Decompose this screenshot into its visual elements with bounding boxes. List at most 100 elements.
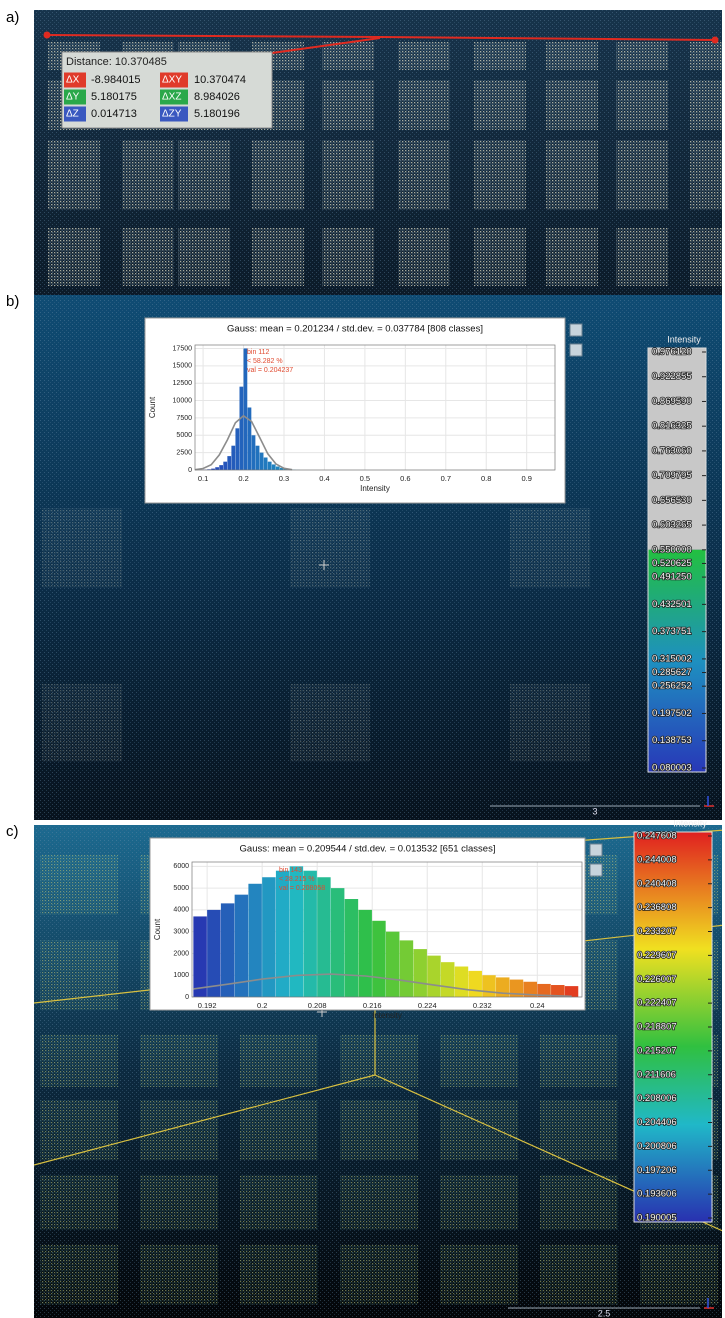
histogram-bar	[193, 916, 207, 997]
histogram-bar	[275, 466, 280, 470]
facade-window	[252, 140, 304, 210]
histogram-bar	[468, 970, 482, 997]
colorbar-label: 0.138753	[652, 735, 692, 746]
histogram-bar	[509, 979, 524, 997]
y-axis-label: Count	[153, 918, 162, 940]
facade-window	[340, 1245, 418, 1305]
toolbar-button[interactable]	[569, 343, 583, 357]
facade-window	[474, 80, 526, 130]
colorbar-label: 0.816325	[652, 421, 692, 432]
facade-window	[546, 80, 598, 130]
facade-window	[398, 140, 450, 210]
histogram-bar	[243, 348, 248, 470]
facade-window	[546, 228, 598, 286]
colorbar-label: 0.229607	[637, 950, 677, 961]
colorbar-label: 0.193606	[637, 1189, 677, 1200]
colorbar-label: 0.244008	[637, 854, 677, 865]
colorbar-label: 0.226007	[637, 974, 677, 985]
x-tick-label: 0.2	[257, 1001, 267, 1010]
histogram-bar	[234, 894, 249, 997]
histogram-bar	[263, 457, 268, 470]
facade-window	[40, 940, 118, 1010]
gauss-curve	[194, 414, 293, 471]
histogram-bar	[259, 452, 264, 470]
facade-window	[398, 42, 450, 70]
x-tick-label: 0.216	[363, 1001, 382, 1010]
x-axis-label: Intensity	[372, 1011, 402, 1020]
facade-window	[240, 1175, 318, 1230]
y-tick-label: 5000	[173, 885, 189, 892]
toolbar-button[interactable]	[589, 863, 603, 877]
facade-window	[616, 42, 668, 70]
histogram-annotation: bin 112	[247, 349, 270, 356]
measure-leader	[271, 37, 381, 54]
gauss-curve	[193, 973, 572, 998]
bounding-box-edge	[34, 1074, 376, 1166]
delta-value: 5.180196	[194, 108, 240, 120]
histogram-bar	[220, 903, 235, 997]
delta-value: 10.370474	[194, 74, 246, 86]
colorbar-label: 0.656530	[652, 495, 692, 506]
y-tick-label: 6000	[173, 863, 189, 870]
histogram-title: Gauss: mean = 0.209544 / std.dev. = 0.01…	[240, 844, 496, 855]
colorbar-label: 0.922855	[652, 371, 692, 382]
facade-window	[616, 80, 668, 130]
delta-value: -8.984015	[91, 74, 141, 86]
facade-window	[510, 684, 590, 762]
colorbar-label: 0.197502	[652, 708, 692, 719]
facade-window	[40, 855, 118, 915]
histogram-bar	[399, 940, 414, 997]
toolbar-button[interactable]	[569, 323, 583, 337]
histogram-bar	[358, 909, 372, 997]
facade-window	[616, 228, 668, 286]
facade-window	[540, 1245, 618, 1305]
facade-window	[42, 508, 122, 588]
facade-window	[540, 1175, 618, 1230]
colorbar-label: 0.869590	[652, 396, 692, 407]
histogram-bar	[344, 899, 359, 997]
y-tick-label: 0	[185, 994, 189, 1001]
delta-value: 0.014713	[91, 108, 137, 120]
y-tick-label: 2500	[176, 449, 192, 456]
histogram-bar	[317, 877, 331, 997]
facade-window	[640, 1245, 718, 1305]
delta-value: 8.984026	[194, 91, 240, 103]
facade-window	[398, 80, 450, 130]
histogram-bar	[255, 445, 260, 470]
y-tick-label: 17500	[173, 345, 193, 352]
facade-window	[48, 140, 100, 210]
histogram-bar	[211, 468, 215, 470]
histogram-bar	[523, 981, 537, 997]
histogram-annotation: < 58.282 %	[247, 358, 283, 365]
histogram-title: Gauss: mean = 0.201234 / std.dev. = 0.03…	[227, 324, 483, 335]
delta-label-bg	[160, 89, 188, 105]
x-tick-label: 0.2	[238, 474, 248, 483]
facade-window	[122, 140, 174, 210]
delta-label-bg	[160, 106, 188, 122]
facade-window	[540, 1035, 618, 1087]
measure-point	[43, 31, 51, 39]
scale-label: 2.5	[598, 1308, 611, 1318]
colorbar-label: 0.256252	[652, 681, 692, 692]
facade-window	[546, 140, 598, 210]
x-axis-label: Intensity	[360, 484, 390, 493]
y-tick-label: 2000	[173, 950, 189, 957]
histogram-bar	[372, 920, 386, 997]
y-tick-label: 15000	[173, 363, 193, 370]
facade-window	[240, 1245, 318, 1305]
delta-label-bg	[64, 89, 86, 105]
colorbar-label: 0.204406	[637, 1117, 677, 1128]
toolbar-button[interactable]	[589, 843, 603, 857]
colorbar-label: 0.285627	[652, 667, 692, 678]
facade-window	[178, 140, 230, 210]
panel-label: b)	[6, 293, 19, 310]
colorbar-label: 0.080003	[652, 763, 692, 774]
facade-window	[474, 228, 526, 286]
delta-label: ΔY	[66, 92, 80, 103]
colorbar-label: 0.236808	[637, 902, 677, 913]
histogram-bar	[251, 435, 256, 470]
plot-frame	[194, 344, 556, 471]
facade-window	[322, 80, 374, 130]
colorbar-label: 0.520625	[652, 558, 692, 569]
